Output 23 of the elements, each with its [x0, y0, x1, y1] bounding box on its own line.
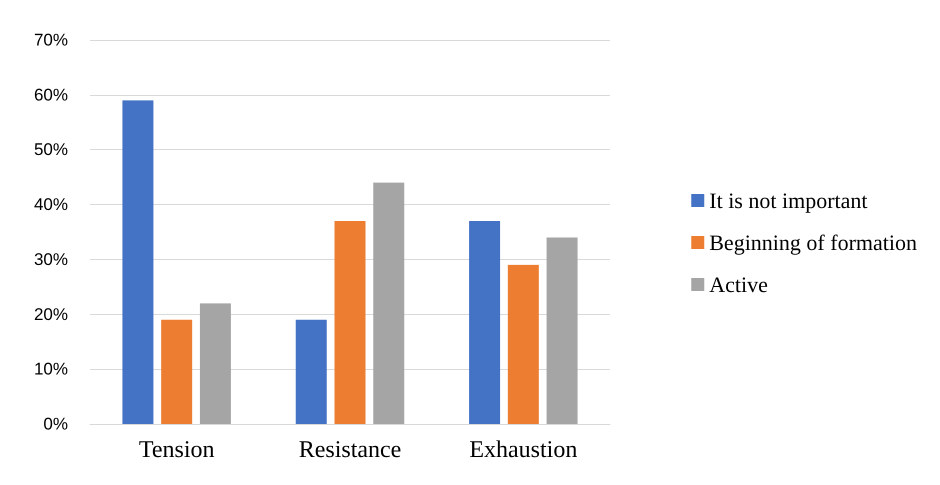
y-tick-label: 10%	[34, 360, 68, 379]
y-tick-label: 50%	[34, 140, 68, 160]
y-tick-label: 0%	[43, 414, 68, 434]
legend-label: Beginning of formation	[709, 230, 918, 255]
legend-label: It is not important	[709, 188, 868, 213]
y-tick-label: 40%	[34, 195, 68, 214]
x-tick-label: Resistance	[298, 437, 402, 463]
y-tick-label: 60%	[34, 85, 68, 104]
y-tick-label: 70%	[34, 30, 68, 50]
bar	[296, 320, 327, 424]
bar	[546, 237, 578, 424]
bar	[334, 221, 366, 424]
y-tick-label: 30%	[34, 250, 68, 269]
bar	[469, 221, 500, 424]
bar	[508, 264, 539, 424]
legend-label: Active	[709, 272, 768, 297]
bar	[161, 320, 192, 424]
x-tick-label: Tension	[138, 437, 214, 463]
bar	[122, 100, 154, 424]
x-tick-label: Exhaustion	[469, 437, 578, 463]
bar	[200, 303, 231, 424]
bar	[373, 182, 404, 424]
y-tick-label: 20%	[34, 304, 68, 324]
